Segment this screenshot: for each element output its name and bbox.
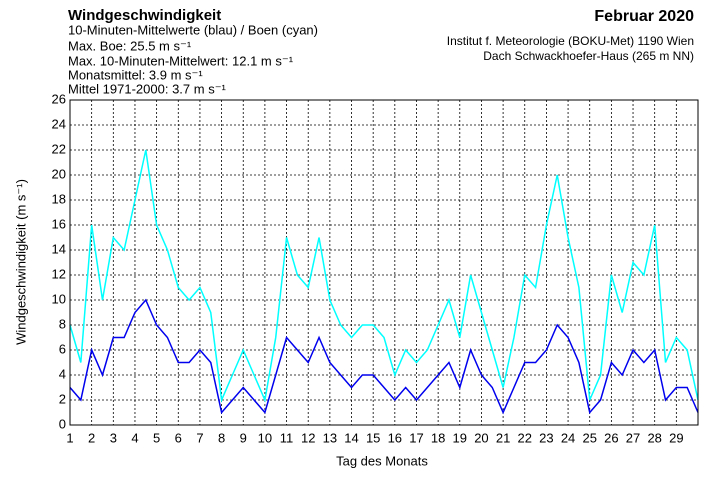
y-axis-label: Windgeschwindigkeit (m s⁻¹)	[13, 179, 28, 345]
y-tick-label: 22	[52, 141, 66, 156]
y-tick-label: 4	[59, 366, 66, 381]
chart-title: Windgeschwindigkeit	[68, 7, 221, 24]
stat: Max. Boe: 25.5 m s⁻¹	[68, 38, 192, 53]
x-axis-label: Tag des Monats	[336, 453, 428, 468]
y-tick-label: 18	[52, 191, 66, 206]
y-tick-label: 8	[59, 316, 66, 331]
y-tick-label: 10	[52, 291, 66, 306]
x-tick-label: 7	[196, 430, 203, 445]
institute: Institut f. Meteorologie (BOKU-Met) 1190…	[447, 34, 694, 48]
x-tick-label: 27	[626, 430, 640, 445]
x-tick-label: 26	[604, 430, 618, 445]
x-tick-label: 14	[344, 430, 358, 445]
x-tick-label: 6	[175, 430, 182, 445]
x-tick-label: 20	[474, 430, 488, 445]
x-tick-label: 15	[366, 430, 380, 445]
x-tick-label: 8	[218, 430, 225, 445]
station: Dach Schwackhoefer-Haus (265 m NN)	[483, 49, 694, 63]
x-tick-label: 12	[301, 430, 315, 445]
series-line	[69, 149, 699, 403]
x-tick-label: 24	[561, 430, 575, 445]
x-tick-label: 22	[518, 430, 532, 445]
period: Februar 2020	[594, 8, 694, 25]
x-tick-label: 13	[323, 430, 337, 445]
stat: Max. 10-Minuten-Mittelwert: 12.1 m s⁻¹	[68, 53, 294, 68]
x-tick-label: 9	[240, 430, 247, 445]
x-tick-label: 17	[409, 430, 423, 445]
series-line	[69, 298, 699, 415]
x-tick-label: 21	[496, 430, 510, 445]
y-tick-label: 24	[52, 116, 66, 131]
y-tick-label: 6	[59, 341, 66, 356]
x-tick-label: 2	[88, 430, 95, 445]
plot-frame	[69, 99, 699, 426]
x-tick-label: 4	[131, 430, 138, 445]
x-tick-label: 28	[647, 430, 661, 445]
y-tick-label: 2	[59, 391, 66, 406]
y-tick-label: 0	[59, 416, 66, 431]
x-tick-label: 23	[539, 430, 553, 445]
x-tick-label: 11	[280, 430, 294, 445]
stat: Monatsmittel: 3.9 m s⁻¹	[68, 67, 203, 82]
y-tick-label: 12	[52, 266, 66, 281]
x-tick-label: 29	[669, 430, 683, 445]
x-tick-label: 19	[453, 430, 467, 445]
y-tick-label: 26	[52, 91, 66, 106]
x-tick-label: 25	[582, 430, 596, 445]
x-tick-label: 1	[66, 430, 73, 445]
y-tick-label: 16	[52, 216, 66, 231]
y-tick-label: 20	[52, 166, 66, 181]
x-tick-label: 16	[388, 430, 402, 445]
y-tick-label: 14	[52, 241, 66, 256]
subtitle: 10-Minuten-Mittelwerte (blau) / Boen (cy…	[68, 22, 318, 37]
x-tick-label: 5	[153, 430, 160, 445]
x-tick-label: 18	[431, 430, 445, 445]
x-tick-label: 3	[110, 430, 117, 445]
stat: Mittel 1971-2000: 3.7 m s⁻¹	[68, 81, 227, 96]
x-tick-label: 10	[258, 430, 272, 445]
